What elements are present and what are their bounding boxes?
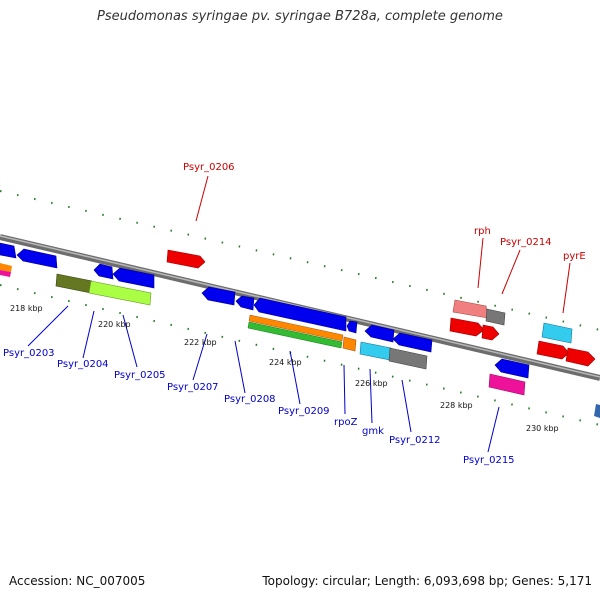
gene-label-psyr0212[interactable]: Psyr_0212: [389, 435, 441, 446]
gene-blue-1[interactable]: [0, 242, 17, 259]
gene-label-rpoz[interactable]: rpoZ: [334, 417, 358, 428]
gene-label-psyr0206[interactable]: Psyr_0206: [183, 162, 235, 173]
gene-psyr0208[interactable]: [235, 295, 255, 311]
gene-rph-arrow[interactable]: [452, 299, 489, 319]
bottom-gene-labels: Psyr_0203 Psyr_0204 Psyr_0205 Psyr_0207 …: [3, 348, 515, 466]
tick-label: 222 kbp: [184, 338, 217, 347]
gene-label-psyr0209[interactable]: Psyr_0209: [278, 406, 330, 417]
gene-gmk-blue[interactable]: [364, 324, 395, 343]
genome-title: Pseudomonas syringae pv. syringae B728a,…: [97, 9, 503, 24]
gene-blue-2[interactable]: [16, 248, 58, 269]
gene-orange-edge[interactable]: [0, 263, 12, 272]
gene-psyr0209-orange[interactable]: [248, 314, 344, 342]
gene-olive[interactable]: [55, 273, 93, 294]
kbp-tick-labels: 218 kbp 220 kbp 222 kbp 224 kbp 226 kbp …: [10, 304, 559, 433]
plus-strand-genes: [166, 249, 600, 418]
gene-label-psyr0215[interactable]: Psyr_0215: [463, 455, 515, 466]
gene-label-rph[interactable]: rph: [474, 226, 491, 237]
tick-label: 226 kbp: [355, 379, 388, 388]
gene-label-psyr0203[interactable]: Psyr_0203: [3, 348, 55, 359]
gene-label-psyr0204[interactable]: Psyr_0204: [57, 359, 109, 370]
gene-blue-edge-arrow[interactable]: [594, 404, 600, 418]
gene-psyr0215-magenta[interactable]: [488, 373, 526, 396]
gene-pyre-arrow[interactable]: [536, 340, 570, 360]
genome-summary-text: Topology: circular; Length: 6,093,698 bp…: [262, 574, 592, 588]
gene-rpoz-orange[interactable]: [342, 336, 357, 352]
gene-gmk-cyan[interactable]: [359, 341, 392, 361]
gene-psyr0209-green[interactable]: [247, 321, 343, 349]
gene-rpoz-blue[interactable]: [346, 320, 358, 334]
gene-psyr0209-blue[interactable]: [253, 297, 347, 332]
gene-lightgreen[interactable]: [88, 280, 152, 306]
gene-psyr0215-blue[interactable]: [494, 358, 530, 379]
gene-psyr0207[interactable]: [201, 286, 236, 306]
gene-red-small-arrow[interactable]: [481, 324, 500, 341]
gene-label-psyr0214[interactable]: Psyr_0214: [500, 237, 552, 248]
gene-psyr0212-blue[interactable]: [392, 332, 433, 353]
gene-psyr0212-gray[interactable]: [388, 347, 428, 370]
label-leader-lines: [27, 175, 571, 453]
top-gene-labels: Psyr_0206 rph Psyr_0214 pyrE: [183, 162, 586, 262]
minus-strand-genes: [0, 242, 530, 396]
tick-label: 220 kbp: [98, 320, 131, 329]
gene-blue-4[interactable]: [112, 267, 155, 289]
tick-label: 224 kbp: [269, 358, 302, 367]
gene-psyr0214-box[interactable]: [485, 308, 506, 326]
gene-rph-2-arrow[interactable]: [449, 317, 485, 337]
gene-magenta-edge[interactable]: [0, 270, 11, 277]
gene-label-gmk[interactable]: gmk: [362, 426, 384, 437]
gene-psyr0206-arrow[interactable]: [166, 249, 206, 269]
gene-label-pyre[interactable]: pyrE: [563, 251, 586, 262]
accession-text: Accession: NC_007005: [9, 574, 146, 588]
gene-pyre-2-arrow[interactable]: [565, 347, 596, 367]
gene-label-psyr0208[interactable]: Psyr_0208: [224, 394, 276, 405]
gene-cyan-arrow[interactable]: [541, 322, 573, 344]
tick-label: 230 kbp: [526, 424, 559, 433]
gene-blue-3[interactable]: [93, 263, 114, 280]
tick-label: 228 kbp: [440, 401, 473, 410]
tick-label: 218 kbp: [10, 304, 43, 313]
gene-label-psyr0207[interactable]: Psyr_0207: [167, 382, 219, 393]
gene-label-psyr0205[interactable]: Psyr_0205: [114, 370, 166, 381]
